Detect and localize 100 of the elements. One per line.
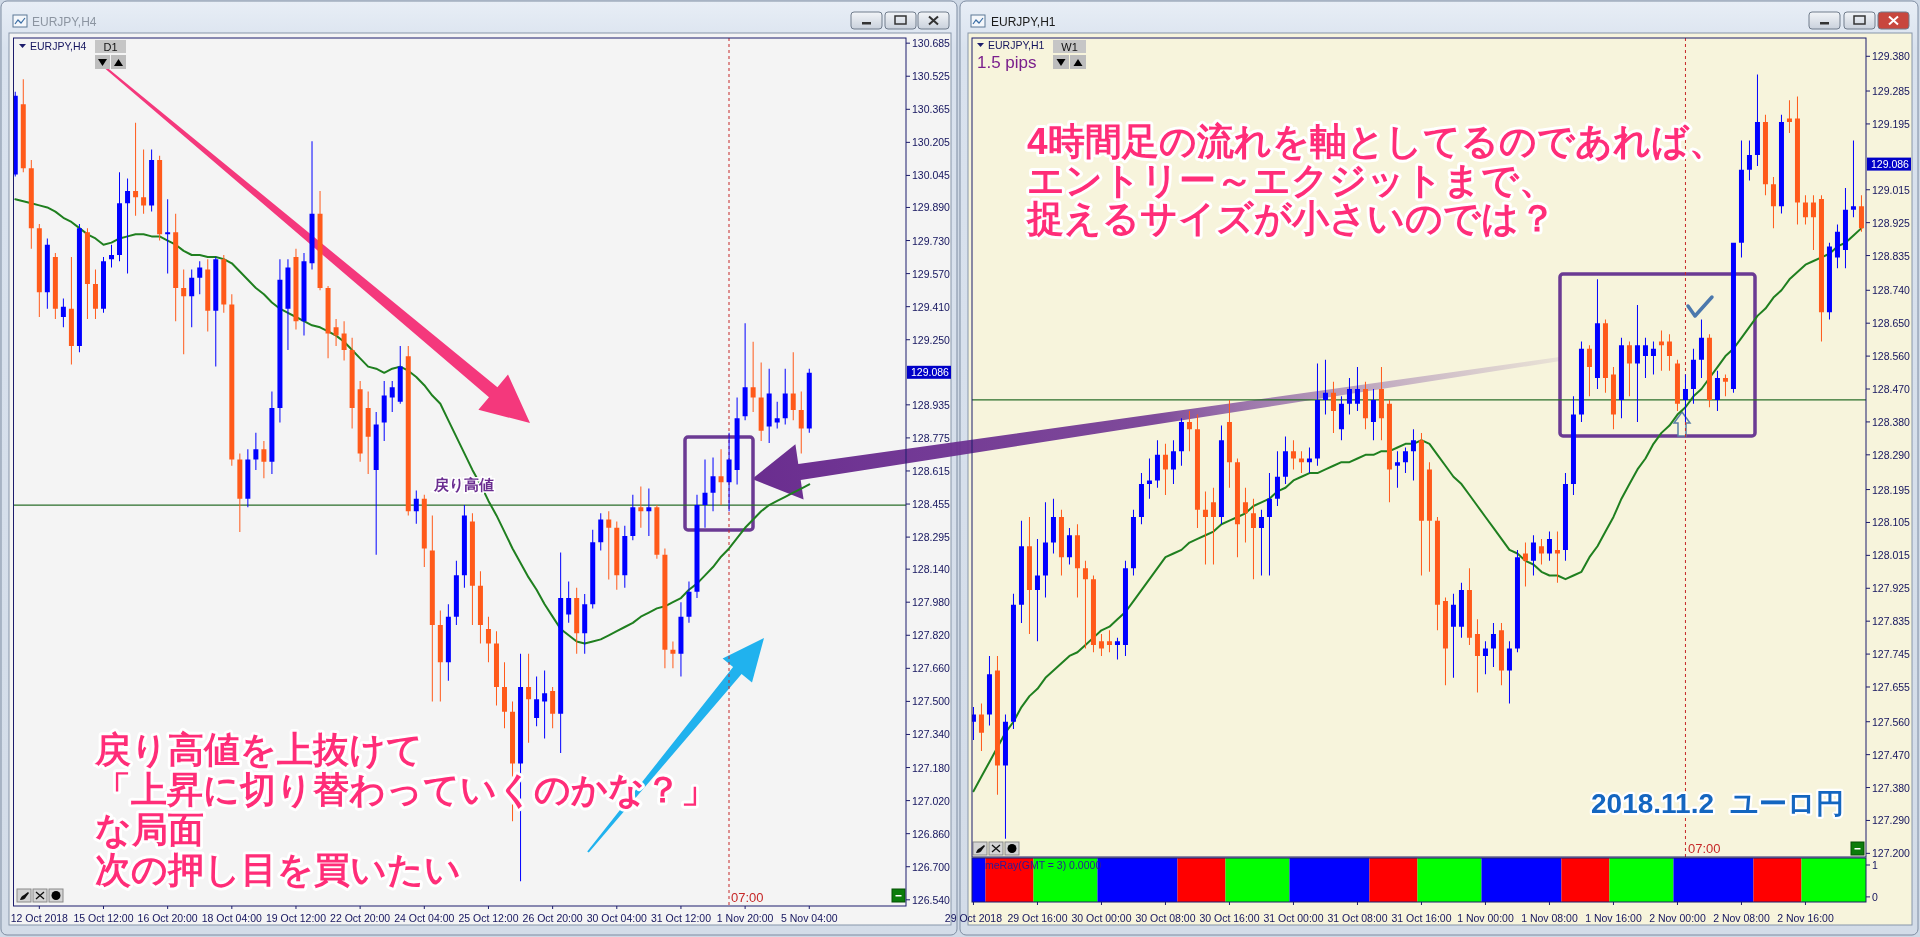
candlestick bbox=[1410, 429, 1416, 481]
candlestick bbox=[526, 653, 532, 743]
x-tick-label: 30 Oct 08:00 bbox=[1135, 912, 1196, 924]
annotation: 2018.11.2 ユーロ円 bbox=[1591, 788, 1844, 819]
candlestick bbox=[1850, 140, 1856, 218]
y-tick-label: 127.835 bbox=[1872, 615, 1911, 628]
y-tick-label: 129.195 bbox=[1872, 117, 1911, 130]
candlestick bbox=[261, 441, 267, 479]
candlestick bbox=[646, 488, 652, 537]
annotation: EURJPY,H1 bbox=[988, 38, 1045, 51]
annotation: D1 bbox=[103, 40, 118, 53]
x-tick-label: 25 Oct 12:00 bbox=[458, 912, 519, 924]
annotation: 07:00 bbox=[731, 890, 764, 905]
candlestick bbox=[133, 122, 139, 216]
x-tick-label: 30 Oct 04:00 bbox=[586, 912, 648, 924]
x-tick-label: 1 Nov 00:00 bbox=[1457, 912, 1514, 924]
x-tick-label: 1 Nov 20:00 bbox=[716, 912, 774, 924]
x-tick-label: 29 Oct 2018 bbox=[944, 912, 1003, 924]
candlestick bbox=[1634, 304, 1640, 422]
candlestick bbox=[1722, 374, 1728, 397]
annotation: EURJPY,H4 bbox=[30, 39, 87, 52]
candlestick bbox=[1258, 509, 1264, 576]
x-tick-label: 30 Oct 00:00 bbox=[1071, 912, 1132, 924]
y-tick-label: 127.980 bbox=[912, 596, 951, 609]
y-tick-label: 128.455 bbox=[912, 498, 951, 511]
x-tick-label: 29 Oct 16:00 bbox=[1007, 912, 1068, 924]
y-tick-label: 128.740 bbox=[1872, 284, 1911, 297]
candlestick bbox=[718, 449, 724, 506]
candlestick bbox=[542, 670, 548, 739]
candlestick bbox=[774, 401, 780, 429]
y-tick-label: 127.745 bbox=[1872, 648, 1911, 661]
y-tick-label: 129.410 bbox=[912, 300, 951, 313]
x-tick-label: 19 Oct 12:00 bbox=[265, 912, 327, 924]
x-tick-label: 31 Oct 12:00 bbox=[650, 912, 712, 924]
y-tick-label: 130.045 bbox=[912, 169, 951, 182]
y-tick-label: 128.295 bbox=[912, 531, 951, 544]
candlestick bbox=[1322, 359, 1328, 415]
y-tick-label: 129.380 bbox=[1872, 50, 1911, 63]
x-tick-label: 26 Oct 20:00 bbox=[522, 912, 583, 924]
x-tick-label: 1 Nov 08:00 bbox=[1521, 912, 1578, 924]
x-tick-label: 2 Nov 00:00 bbox=[1649, 912, 1706, 924]
y-tick-label: 130.525 bbox=[912, 70, 951, 83]
y-tick-label: 128.650 bbox=[1872, 317, 1911, 330]
y-tick-label: 129.730 bbox=[912, 234, 951, 247]
candlestick bbox=[1682, 374, 1688, 422]
x-tick-label: 15 Oct 12:00 bbox=[73, 912, 134, 924]
y-tick-label: 126.860 bbox=[912, 827, 951, 840]
candlestick bbox=[1538, 538, 1544, 565]
line-series bbox=[14, 198, 811, 645]
x-tick-label: 31 Oct 08:00 bbox=[1327, 912, 1388, 924]
y-tick-label: 127.180 bbox=[912, 761, 951, 774]
candlestick bbox=[790, 352, 796, 421]
candlestick bbox=[670, 641, 676, 669]
annotation: 07:00 bbox=[1688, 841, 1721, 856]
candlestick bbox=[141, 149, 147, 214]
x-tick-label: 5 Nov 04:00 bbox=[780, 912, 838, 924]
x-tick-label: 30 Oct 16:00 bbox=[1199, 912, 1260, 924]
candlestick bbox=[197, 261, 203, 295]
y-tick-label: 129.890 bbox=[912, 201, 951, 214]
candlestick bbox=[750, 341, 756, 413]
y-tick-label: 1 bbox=[1872, 859, 1878, 872]
x-tick-label: 2 Nov 16:00 bbox=[1777, 912, 1834, 924]
y-tick-label: 127.470 bbox=[1872, 748, 1911, 761]
candlestick bbox=[389, 381, 395, 413]
y-tick-label: 126.540 bbox=[912, 893, 951, 906]
candlestick bbox=[606, 511, 612, 580]
candlestick bbox=[1098, 633, 1104, 656]
candlestick bbox=[1554, 531, 1560, 583]
y-tick-label: 128.015 bbox=[1872, 549, 1911, 562]
y-tick-label: 127.340 bbox=[912, 728, 951, 741]
chart-title: EURJPY,H4 bbox=[32, 15, 97, 29]
annotation: 1.5 pips bbox=[977, 53, 1037, 72]
y-tick-label: 128.935 bbox=[912, 398, 951, 411]
y-tick-label: 128.195 bbox=[1872, 483, 1911, 496]
chart-title: EURJPY,H1 bbox=[991, 15, 1056, 29]
y-tick-label: 128.560 bbox=[1872, 350, 1911, 363]
candlestick bbox=[333, 319, 339, 346]
candlestick bbox=[1306, 447, 1312, 474]
candlestick bbox=[1210, 487, 1216, 565]
y-tick-label: 127.380 bbox=[1872, 781, 1911, 794]
x-tick-label: 24 Oct 04:00 bbox=[394, 912, 455, 924]
y-tick-label: 129.570 bbox=[912, 267, 951, 280]
y-tick-label: 127.500 bbox=[912, 695, 951, 708]
candlestick bbox=[1786, 100, 1792, 134]
y-tick-label: 128.105 bbox=[1872, 516, 1911, 529]
x-tick-label: 22 Oct 20:00 bbox=[330, 912, 391, 924]
y-tick-label: 128.140 bbox=[912, 563, 951, 576]
candlestick bbox=[125, 178, 131, 274]
y-tick-label: 128.290 bbox=[1872, 448, 1911, 461]
candlestick bbox=[181, 269, 187, 355]
candlestick bbox=[1106, 630, 1112, 653]
x-tick-label: 18 Oct 04:00 bbox=[201, 912, 263, 924]
x-tick-label: 31 Oct 00:00 bbox=[1263, 912, 1324, 924]
candlestick bbox=[638, 486, 644, 528]
candlestick bbox=[1082, 560, 1088, 649]
y-tick-label: 128.615 bbox=[912, 464, 951, 477]
candlestick bbox=[1266, 473, 1272, 576]
y-tick-label: 129.285 bbox=[1872, 85, 1911, 98]
y-tick-label: 128.925 bbox=[1872, 216, 1911, 229]
y-tick-label: 127.925 bbox=[1872, 582, 1911, 595]
